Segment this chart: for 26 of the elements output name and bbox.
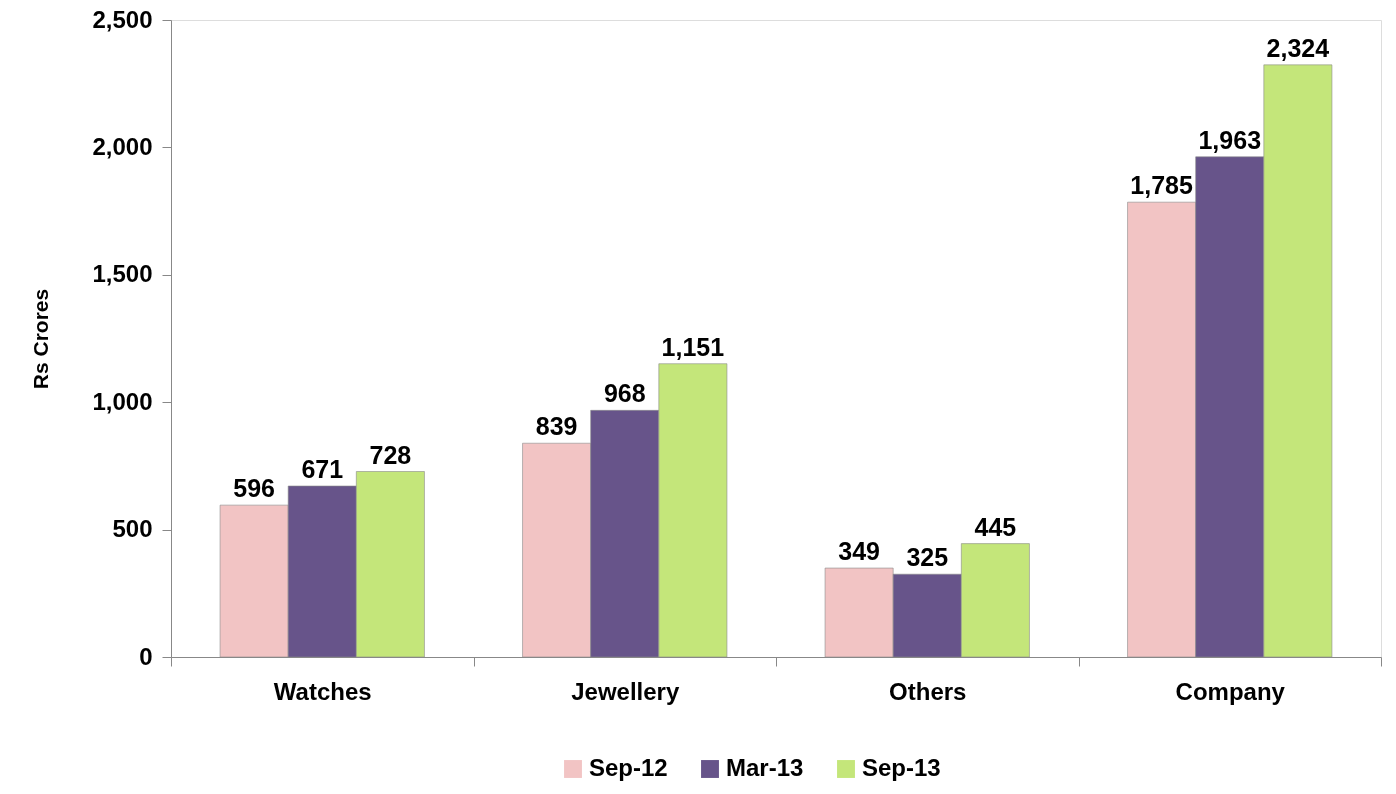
legend-label: Mar-13 xyxy=(726,754,804,781)
data-label: 671 xyxy=(301,455,344,484)
y-tick-label: 2,500 xyxy=(92,5,153,33)
data-label: 349 xyxy=(838,537,880,566)
data-label: 445 xyxy=(974,512,1017,541)
y-tick-label: 500 xyxy=(112,515,153,543)
data-label: 1,151 xyxy=(661,332,725,361)
data-label: 596 xyxy=(233,474,275,503)
data-label: 728 xyxy=(369,440,412,469)
data-label: 968 xyxy=(603,379,646,408)
legend-label: Sep-12 xyxy=(589,754,668,781)
y-tick-label: 0 xyxy=(139,642,153,670)
y-tick-label: 2,000 xyxy=(92,132,153,160)
data-label: 839 xyxy=(535,412,578,441)
x-tick-label: Company xyxy=(1175,677,1286,705)
data-label: 1,963 xyxy=(1198,125,1262,154)
x-tick-label: Watches xyxy=(273,677,372,705)
legend-label: Sep-13 xyxy=(862,754,941,781)
x-tick-label: Others xyxy=(889,677,967,705)
y-tick-label: 1,500 xyxy=(92,260,153,288)
y-tick-label: 1,000 xyxy=(92,387,153,415)
data-label: 325 xyxy=(906,543,949,572)
data-label: 2,324 xyxy=(1266,33,1330,62)
data-label: 1,785 xyxy=(1130,171,1193,200)
x-tick-label: Jewellery xyxy=(571,677,680,705)
y-axis-title: Rs Crores xyxy=(29,288,53,390)
